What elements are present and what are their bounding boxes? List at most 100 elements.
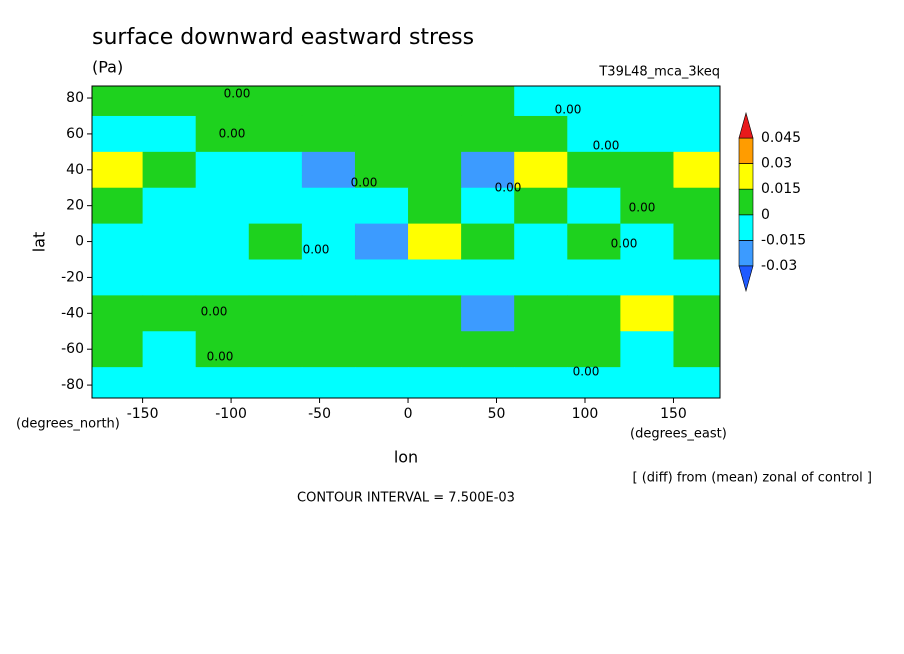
field-cell xyxy=(142,86,197,117)
field-cell xyxy=(673,86,720,117)
field-cell xyxy=(514,151,568,189)
field-cell xyxy=(142,223,197,260)
field xyxy=(92,86,720,398)
field-cell xyxy=(195,187,250,225)
field-cell xyxy=(567,115,621,153)
field-cell xyxy=(620,86,674,117)
field-cell xyxy=(195,115,250,153)
field-cell xyxy=(301,151,356,189)
x-units: (degrees_east) xyxy=(630,427,727,442)
field-cell xyxy=(248,151,303,189)
field-cell xyxy=(92,115,144,153)
field-cell xyxy=(514,86,568,117)
field-cell xyxy=(142,115,197,153)
field-cell xyxy=(142,367,197,398)
x-tick-label: 0 xyxy=(404,406,413,422)
colorbar-label: 0 xyxy=(761,207,770,223)
field-cell xyxy=(92,223,144,260)
field-cell xyxy=(195,259,250,296)
field-cell xyxy=(673,367,720,398)
field-cell xyxy=(142,295,197,332)
colorbar-min-arrow xyxy=(738,265,754,293)
field-cell xyxy=(514,367,568,398)
x-tick-label: -100 xyxy=(215,406,247,422)
field-cell xyxy=(567,331,621,368)
field-cell xyxy=(408,331,462,368)
y-tick-label: 80 xyxy=(66,90,84,106)
field-cell xyxy=(514,223,568,260)
field-cell xyxy=(567,367,621,398)
field-cell xyxy=(92,367,144,398)
contour-label: 0.00 xyxy=(593,139,620,153)
field-cell xyxy=(408,295,462,332)
contour-label: 0.00 xyxy=(303,243,330,257)
field-cell xyxy=(92,151,144,189)
x-tick-label: -150 xyxy=(127,406,159,422)
contour-label: 0.00 xyxy=(555,103,582,117)
note: [ (diff) from (mean) zonal of control ] xyxy=(633,471,872,486)
field-cell xyxy=(620,187,674,225)
field-cell xyxy=(673,187,720,225)
field-cell xyxy=(248,367,303,398)
field-cell xyxy=(354,223,409,260)
field-cell xyxy=(461,115,515,153)
field-cell xyxy=(673,295,720,332)
field-cell xyxy=(673,151,720,189)
field-cell xyxy=(142,331,197,368)
field-cell xyxy=(92,295,144,332)
colorbar-box xyxy=(738,188,754,216)
field-cell xyxy=(620,295,674,332)
field-cell xyxy=(408,151,462,189)
field-cell xyxy=(248,115,303,153)
contour-label: 0.00 xyxy=(224,87,251,101)
field-cell xyxy=(248,86,303,117)
x-tick-label: 50 xyxy=(488,406,506,422)
x-tick-label: 150 xyxy=(660,406,687,422)
y-tick-label: -20 xyxy=(61,269,84,285)
field-cell xyxy=(408,367,462,398)
field-cell xyxy=(567,151,621,189)
field-cell xyxy=(301,331,356,368)
field-cell xyxy=(567,295,621,332)
contour-label: 0.00 xyxy=(219,127,246,141)
contour-interval: CONTOUR INTERVAL = 7.500E-03 xyxy=(297,491,515,506)
field-cell xyxy=(142,259,197,296)
field-cell xyxy=(248,259,303,296)
y-tick-label: 20 xyxy=(66,198,84,214)
field-cell xyxy=(461,259,515,296)
y-tick-label: 0 xyxy=(75,234,84,250)
colorbar-label: -0.015 xyxy=(761,232,806,248)
field-cell xyxy=(673,223,720,260)
field-cell xyxy=(461,223,515,260)
field-cell xyxy=(354,295,409,332)
run-label: T39L48_mca_3keq xyxy=(598,65,720,80)
field-cell xyxy=(195,86,250,117)
field-cell xyxy=(461,331,515,368)
colorbar-label: 0.015 xyxy=(761,181,801,197)
field-cell xyxy=(142,151,197,189)
field-cell xyxy=(354,331,409,368)
y-tick-label: 40 xyxy=(66,162,84,178)
x-tick-label: -50 xyxy=(308,406,331,422)
field-cell xyxy=(354,367,409,398)
field-cell xyxy=(248,331,303,368)
field-cell xyxy=(620,367,674,398)
field-cell xyxy=(92,331,144,368)
field-cell xyxy=(514,259,568,296)
field-cell xyxy=(248,223,303,260)
field-cell xyxy=(354,187,409,225)
field-cell xyxy=(620,259,674,296)
field-cell xyxy=(514,331,568,368)
field-cell xyxy=(248,295,303,332)
field-cell xyxy=(195,223,250,260)
field-cell xyxy=(408,115,462,153)
colorbar-max-arrow xyxy=(738,111,754,139)
contour-label: 0.00 xyxy=(351,176,378,190)
contour-label: 0.00 xyxy=(201,305,228,319)
contour-label: 0.00 xyxy=(629,201,656,215)
field-cell xyxy=(408,86,462,117)
field-cell xyxy=(301,187,356,225)
field-cell xyxy=(567,86,621,117)
field-cell xyxy=(567,187,621,225)
